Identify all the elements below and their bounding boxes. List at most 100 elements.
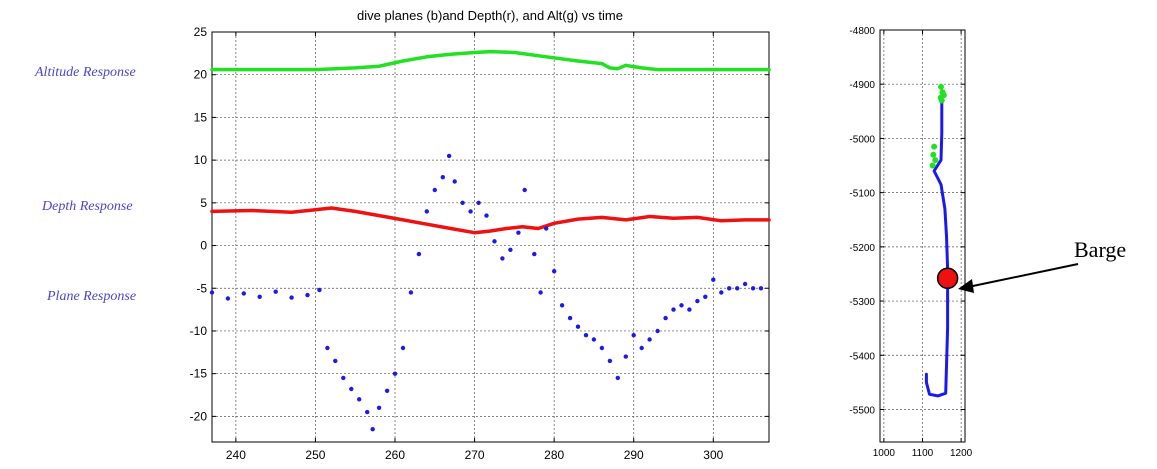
x-tick-label: 290: [624, 448, 644, 462]
plane-series-point: [460, 200, 465, 205]
plane-response-label: Plane Response: [46, 289, 136, 304]
altitude-series-point: [937, 94, 944, 101]
plane-series-point: [241, 291, 246, 296]
y-tick-label: -20: [190, 409, 208, 423]
plane-series-point: [408, 290, 414, 295]
x-tick-label: 240: [226, 448, 246, 462]
plane-series-point: [559, 303, 565, 308]
y-tick-label: -5400: [849, 351, 875, 362]
barge-marker: [936, 267, 959, 290]
plane-series-point: [370, 427, 375, 432]
plane-series-point: [400, 345, 406, 351]
plane-series-point: [750, 286, 756, 291]
plane-series-point: [508, 247, 513, 252]
plane-series-point: [655, 328, 660, 334]
plane-series-point: [703, 294, 708, 299]
y-tick-label: -5: [196, 281, 207, 295]
plane-series-point: [607, 358, 613, 364]
plane-series-point: [532, 251, 537, 257]
plane-series-point: [376, 405, 382, 410]
barge-arrow-line: [967, 263, 1079, 288]
y-tick-label: -4800: [849, 26, 875, 37]
x-tick-label: 1100: [912, 448, 934, 459]
plane-series-point: [209, 290, 215, 295]
plane-series-point: [639, 345, 644, 351]
track-grid: [880, 29, 965, 442]
y-tick-label: 20: [194, 68, 208, 82]
plane-series-point: [735, 286, 740, 291]
y-tick-label: -5300: [849, 297, 875, 308]
plane-series-point: [492, 239, 497, 244]
depth-response-label: Depth Response: [41, 199, 133, 214]
plane-series-point: [663, 315, 668, 321]
x-tick-label: 1200: [950, 448, 973, 459]
plane-series-point: [719, 290, 724, 295]
plane-series-point: [305, 292, 310, 298]
plane-series-point: [522, 187, 527, 193]
track-tick-labels: 1000 1100 1200 -4800 -4900 -5000 -5100 -5200 -53…: [849, 26, 972, 459]
main-series: [209, 49, 771, 432]
plane-series-point: [416, 251, 422, 257]
plane-series-point: [225, 296, 231, 301]
plane-series-point: [432, 187, 437, 193]
y-tick-label: -4900: [849, 80, 875, 91]
plane-series-point: [591, 337, 597, 342]
plane-series-point: [365, 409, 370, 415]
plane-series-point: [446, 153, 452, 159]
y-tick-label: 0: [200, 239, 207, 253]
plane-series-point: [357, 397, 362, 402]
y-tick-label: -5100: [849, 189, 875, 200]
x-tick-label: 280: [544, 448, 564, 462]
y-tick-label: -10: [190, 324, 208, 338]
altitude-series-line: [210, 49, 771, 72]
x-tick-label: 1000: [873, 448, 896, 459]
y-tick-label: 5: [200, 196, 207, 210]
plane-series-point: [567, 315, 573, 321]
main-plot-frame: [211, 31, 770, 443]
plane-series-point: [424, 209, 429, 214]
plane-series-point: [273, 289, 278, 294]
altitude-series-point: [931, 143, 938, 150]
x-tick-label: 250: [305, 448, 325, 462]
plane-series-point: [671, 307, 676, 312]
plane-series-point: [647, 337, 652, 342]
plane-series-point: [289, 295, 294, 300]
barge-marker-dot: [936, 267, 959, 290]
depth-series-line: [210, 206, 771, 235]
plane-series-point: [516, 230, 521, 235]
y-tick-label: 15: [194, 110, 208, 124]
plane-series-point: [758, 286, 764, 291]
plane-series-point: [392, 371, 398, 376]
x-tick-label: 300: [703, 448, 723, 462]
chart-title: dive planes (b)and Depth(r), and Alt(g) …: [357, 8, 623, 23]
track-chart: 1000 1100 1200 -4800 -4900 -5000 -5100 -5200 -53…: [849, 26, 972, 459]
plane-series-point: [575, 324, 581, 329]
plane-series-point: [742, 281, 748, 287]
plane-series-point: [695, 298, 700, 304]
plane-series-point: [333, 358, 338, 364]
y-tick-label: 10: [194, 153, 208, 167]
plane-series-point: [341, 375, 346, 381]
altitude-response-label: Altitude Response: [34, 65, 136, 80]
plane-series-point: [599, 345, 605, 351]
plane-series-point: [623, 354, 628, 359]
plane-series-point: [538, 290, 543, 295]
plane-series-point: [544, 226, 549, 231]
plane-series-point: [687, 307, 692, 312]
plane-series-point: [552, 269, 557, 274]
barge-label: Barge: [1074, 237, 1126, 262]
plane-series-point: [583, 333, 589, 338]
main-grid: [212, 31, 769, 442]
x-tick-label: 260: [385, 448, 405, 462]
y-tick-label: -5200: [849, 243, 875, 254]
altitude-series-point: [938, 83, 944, 90]
plane-series-point: [711, 277, 716, 282]
y-tick-label: -15: [190, 367, 208, 381]
plane-series-point: [349, 386, 354, 392]
plane-series-point: [468, 209, 473, 214]
altitude-series-point: [932, 157, 939, 164]
barge-arrow-head: [958, 279, 974, 293]
plane-series-point: [500, 256, 505, 261]
x-tick-label: 270: [465, 448, 485, 462]
